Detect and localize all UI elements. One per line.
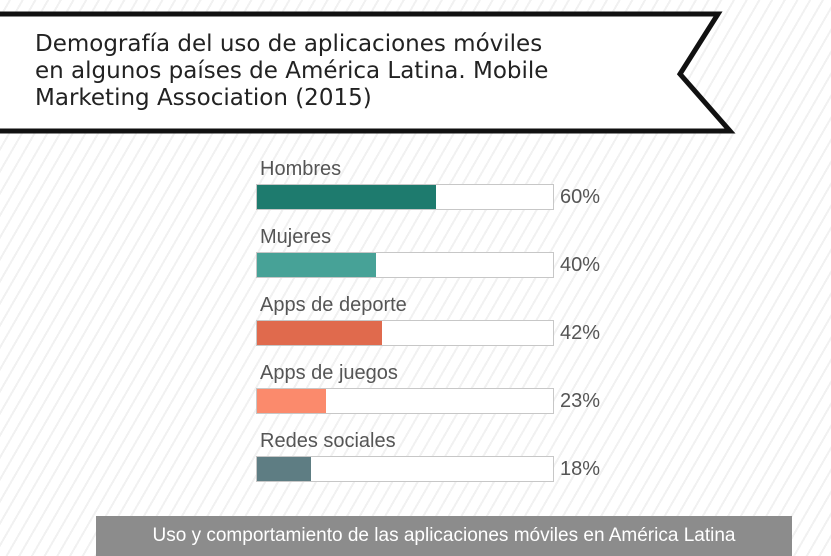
bar-track xyxy=(256,184,554,210)
footer-caption: Uso y comportamiento de las aplicaciones… xyxy=(96,516,792,556)
bar-category-label: Hombres xyxy=(260,158,342,180)
bar-value-label: 60% xyxy=(560,186,601,208)
bar-value-label: 23% xyxy=(560,390,601,412)
bar-track xyxy=(256,456,554,482)
bar-track xyxy=(256,388,554,414)
bar-row: Redes sociales 18% xyxy=(256,430,636,490)
bar-row: Hombres 60% xyxy=(256,158,636,218)
bar-value-label: 40% xyxy=(560,254,601,276)
bar-row: Apps de juegos 23% xyxy=(256,362,636,422)
bar-value-label: 42% xyxy=(560,322,601,344)
bar-category-label: Apps de juegos xyxy=(260,362,398,384)
bar xyxy=(257,457,311,481)
bar-track xyxy=(256,252,554,278)
bar-track xyxy=(256,320,554,346)
bar-category-label: Apps de deporte xyxy=(260,294,407,316)
bar-row: Mujeres 40% xyxy=(256,226,636,286)
bar-category-label: Redes sociales xyxy=(260,430,396,452)
title-line-3: Marketing Association (2015) xyxy=(35,85,372,111)
title-line-2: en algunos países de América Latina. Mob… xyxy=(35,58,549,84)
title-line-1: Demografía del uso de aplicaciones móvil… xyxy=(35,31,543,57)
title-banner xyxy=(0,11,736,134)
bar xyxy=(257,185,436,209)
bar xyxy=(257,389,326,413)
chart-title: Demografía del uso de aplicaciones móvil… xyxy=(35,31,675,112)
bar xyxy=(257,321,383,345)
bar-category-label: Mujeres xyxy=(260,226,332,248)
bar-value-label: 18% xyxy=(560,458,601,480)
bar xyxy=(257,253,377,277)
bar-row: Apps de deporte 42% xyxy=(256,294,636,354)
